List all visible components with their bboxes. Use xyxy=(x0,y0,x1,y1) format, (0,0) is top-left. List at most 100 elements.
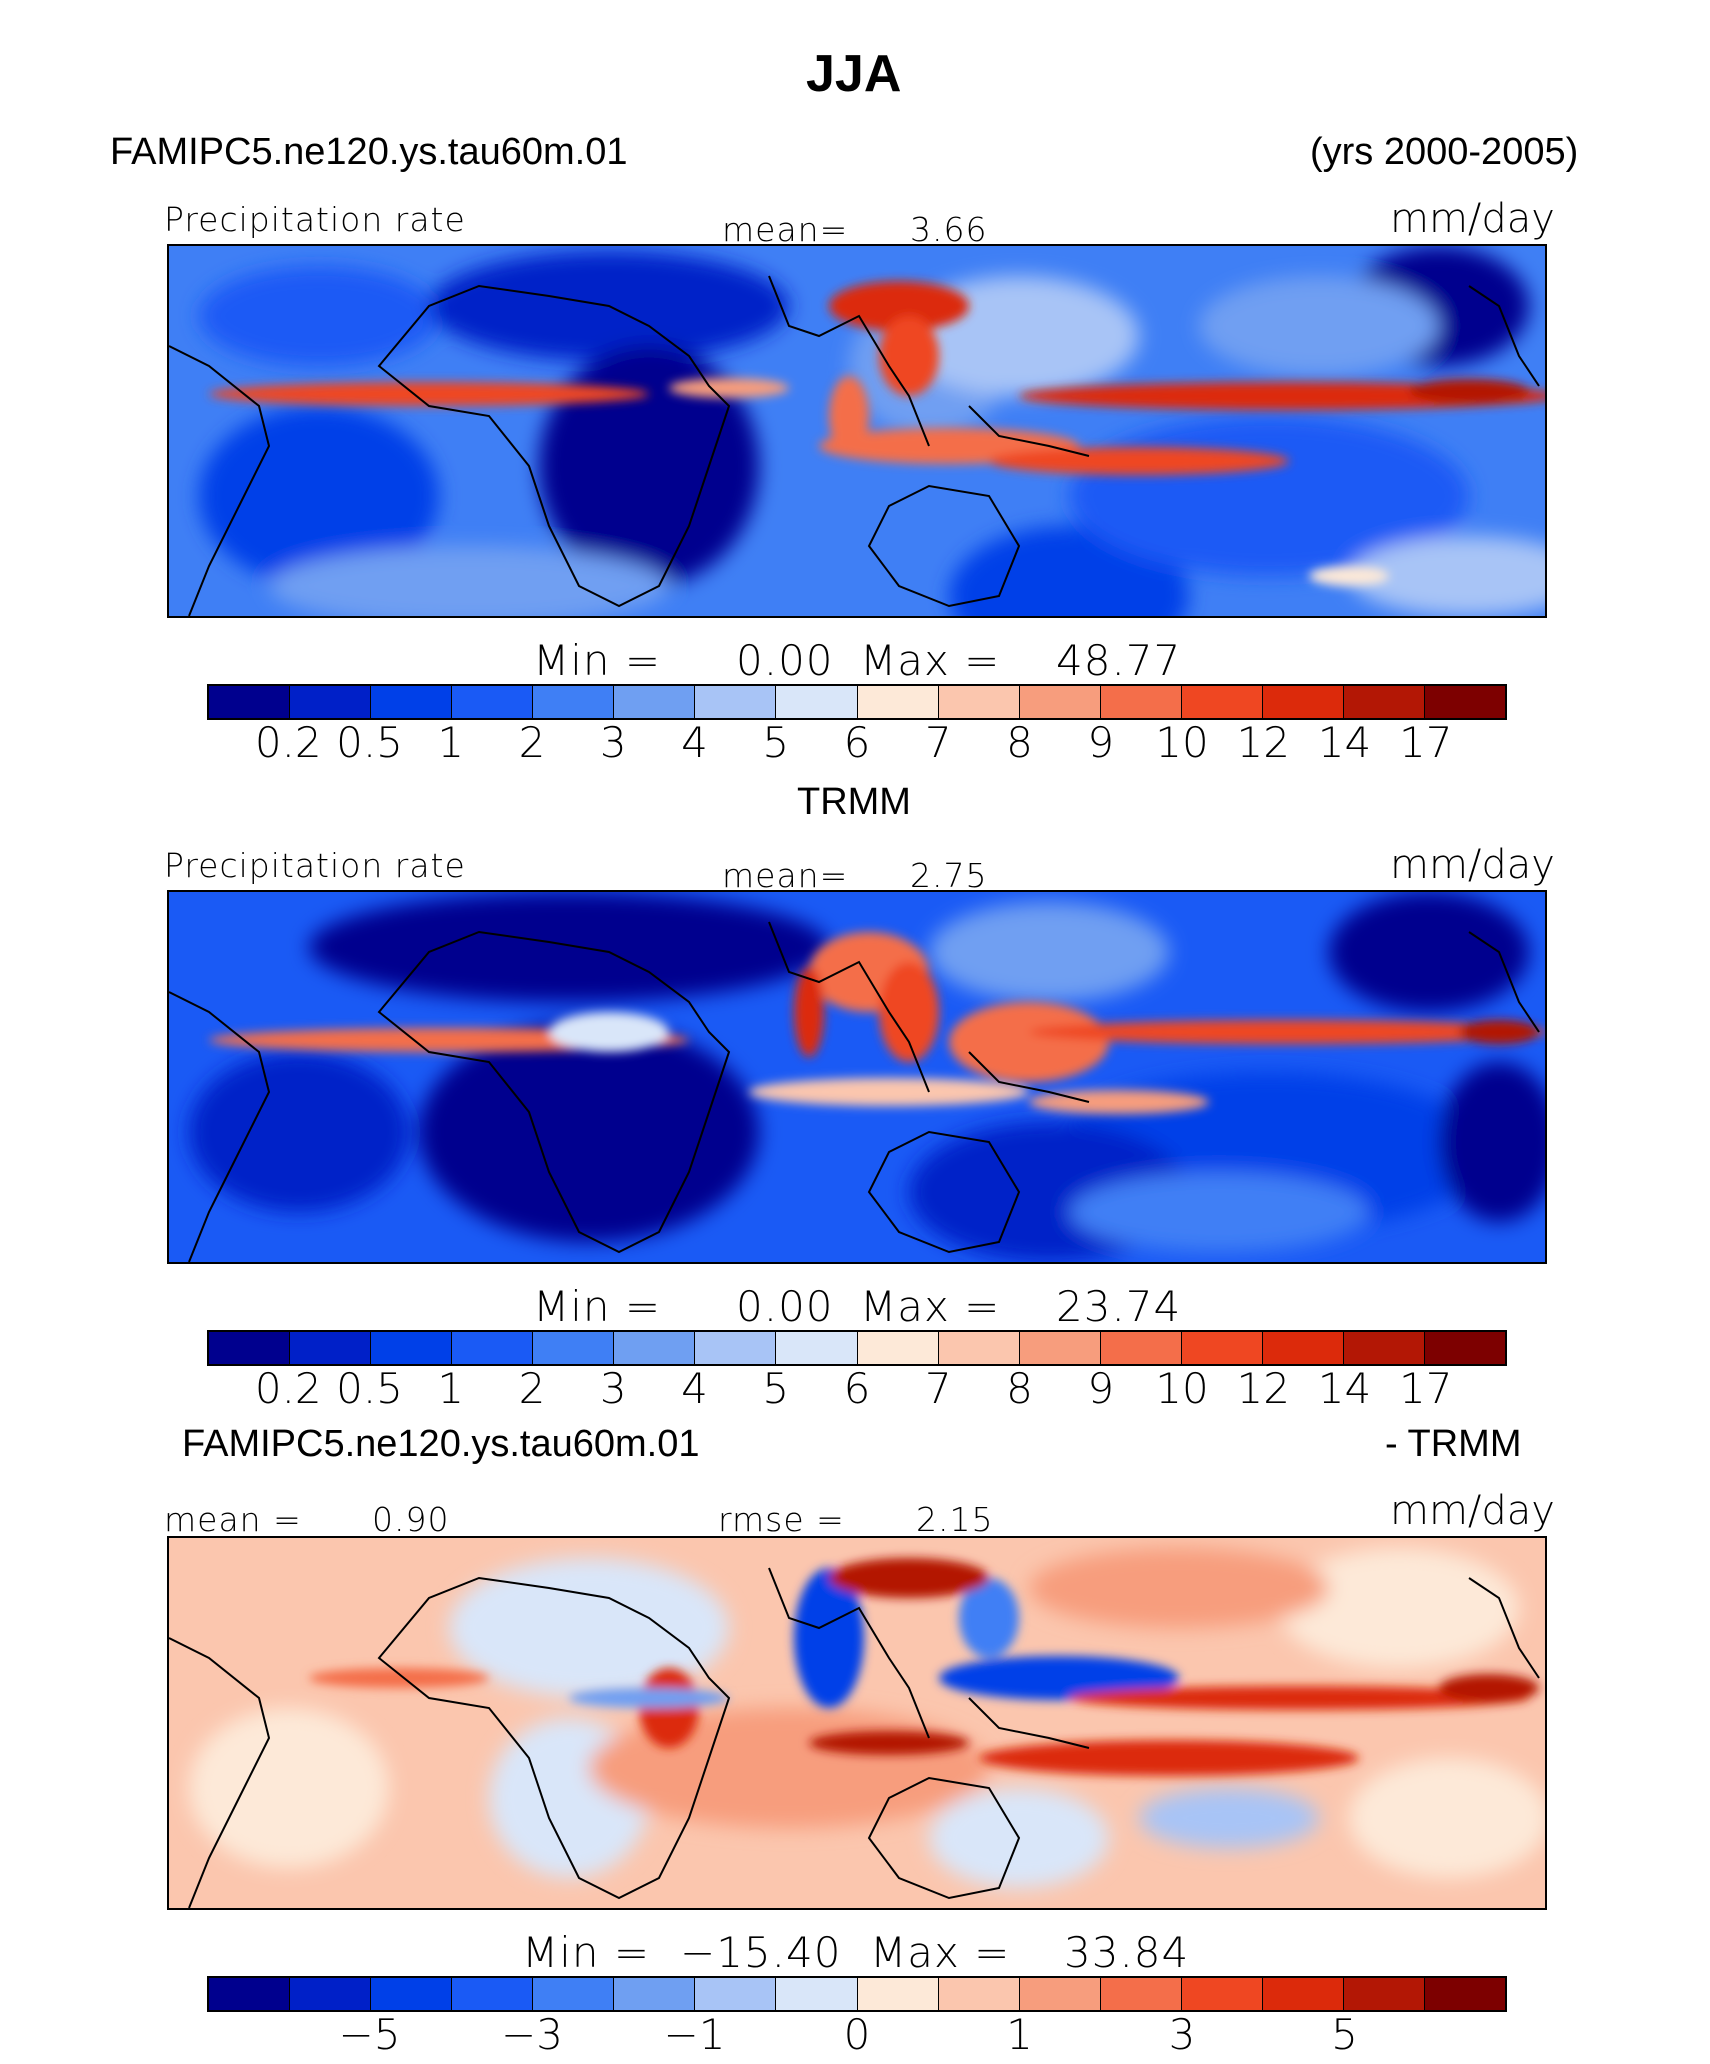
colorbar-swatch xyxy=(290,1978,372,2010)
colorbar-tick-label: 6 xyxy=(843,1364,871,1413)
panel1-min-value: 0.00 xyxy=(736,636,834,685)
panel2-title: TRMM xyxy=(797,781,911,823)
colorbar-swatch xyxy=(209,1332,291,1364)
panel1-mean-value: 3.66 xyxy=(910,210,988,249)
colorbar-swatch xyxy=(371,1978,453,2010)
colorbar-tick-label: 5 xyxy=(762,718,790,767)
panel3-title-right: - TRMM xyxy=(1385,1423,1522,1465)
colorbar-tick-label: 1 xyxy=(1006,2010,1033,2059)
case-name: FAMIPC5.ne120.ys.tau60m.01 xyxy=(110,131,628,173)
panel1-variable-label: Precipitation rate xyxy=(164,200,466,239)
colorbar-swatch xyxy=(209,1978,291,2010)
colorbar-swatch xyxy=(857,1978,939,2010)
panel1-colorbar xyxy=(207,684,1507,720)
colorbar-tick-label: 14 xyxy=(1317,718,1372,767)
colorbar-tick-label: 2 xyxy=(518,718,546,767)
colorbar-tick-label: 8 xyxy=(1006,1364,1033,1413)
panel3-max-value: 33.84 xyxy=(1064,1928,1190,1977)
colorbar-swatch xyxy=(290,686,372,718)
panel3-max-text: Max = xyxy=(870,1928,1011,1977)
panel1-colorbar-ticks: 0.2 0.5 1 2 3 4 5 6 7 8 9 10 12 14 17 xyxy=(207,722,1507,772)
colorbar-tick-label: 1 xyxy=(437,1364,465,1413)
colorbar-swatch xyxy=(533,1978,615,2010)
colorbar-tick-label: −1 xyxy=(663,2010,726,2059)
colorbar-swatch xyxy=(371,1332,453,1364)
colorbar-tick-label: 9 xyxy=(1087,718,1115,767)
colorbar-tick-label: 0.5 xyxy=(336,1364,403,1413)
colorbar-tick-label: 12 xyxy=(1236,718,1290,767)
colorbar-swatch xyxy=(1343,1332,1425,1364)
panel1-min-text: Min = xyxy=(533,636,662,685)
panel1-max-value: 48.77 xyxy=(1056,636,1182,685)
colorbar-swatch xyxy=(857,686,939,718)
colorbar-swatch xyxy=(1181,686,1263,718)
colorbar-tick-label: 12 xyxy=(1236,1364,1290,1413)
colorbar-swatch xyxy=(371,686,453,718)
panel2-min-value: 0.00 xyxy=(736,1282,834,1331)
colorbar-swatch xyxy=(533,1332,615,1364)
colorbar-tick-label: 17 xyxy=(1399,1364,1453,1413)
panel2-colorbar-ticks: 0.2 0.5 1 2 3 4 5 6 7 8 9 10 12 14 17 xyxy=(207,1368,1507,1418)
colorbar-tick-label: 17 xyxy=(1399,718,1453,767)
colorbar-swatch xyxy=(1424,1332,1505,1364)
panel2-max-text: Max = xyxy=(860,1282,1001,1331)
panel1-precip-map xyxy=(167,244,1547,618)
colorbar-swatch xyxy=(1100,686,1182,718)
colorbar-tick-label: 0.2 xyxy=(254,718,322,767)
colorbar-tick-label: 0 xyxy=(843,2010,871,2059)
colorbar-tick-label: 10 xyxy=(1155,1364,1209,1413)
panel3-min-text: Min = xyxy=(522,1928,651,1977)
panel3-units: mm/day xyxy=(1390,1488,1555,1534)
colorbar-swatch xyxy=(1262,686,1344,718)
panel2-units: mm/day xyxy=(1390,842,1555,888)
colorbar-tick-label: 2 xyxy=(518,1364,546,1413)
colorbar-swatch xyxy=(452,1332,534,1364)
years-range: (yrs 2000-2005) xyxy=(1310,131,1579,173)
colorbar-tick-label: 3 xyxy=(1168,2010,1196,2059)
colorbar-swatch xyxy=(1343,1978,1425,2010)
colorbar-swatch xyxy=(1262,1978,1344,2010)
colorbar-tick-label: 8 xyxy=(1006,718,1033,767)
panel2-mean-value: 2.75 xyxy=(910,856,988,895)
panel1-mean-label: mean= xyxy=(722,210,849,249)
panel3-difference-map xyxy=(167,1536,1547,1910)
colorbar-swatch xyxy=(1181,1332,1263,1364)
colorbar-swatch xyxy=(776,686,858,718)
colorbar-swatch xyxy=(1262,1332,1344,1364)
panel2-variable-label: Precipitation rate xyxy=(164,846,466,885)
panel2-mean-label: mean= xyxy=(722,856,849,895)
colorbar-tick-label: 1 xyxy=(437,718,465,767)
colorbar-swatch xyxy=(776,1332,858,1364)
panel3-rmse-label: rmse = xyxy=(718,1500,845,1539)
colorbar-tick-label: 6 xyxy=(843,718,871,767)
colorbar-swatch xyxy=(209,686,291,718)
colorbar-swatch xyxy=(1019,1978,1101,2010)
panel2-min-text: Min = xyxy=(533,1282,662,1331)
colorbar-tick-label: 3 xyxy=(599,1364,627,1413)
panel2-precip-map xyxy=(167,890,1547,1264)
colorbar-swatch xyxy=(452,686,534,718)
season-title: JJA xyxy=(806,45,902,103)
colorbar-tick-label: 7 xyxy=(924,1364,952,1413)
panel1-units: mm/day xyxy=(1390,196,1555,242)
panel1-max-text: Max = xyxy=(860,636,1001,685)
colorbar-swatch xyxy=(857,1332,939,1364)
panel2-map-image xyxy=(169,892,1545,1262)
colorbar-swatch xyxy=(695,686,777,718)
panel2-max-value: 23.74 xyxy=(1056,1282,1182,1331)
colorbar-swatch xyxy=(695,1332,777,1364)
colorbar-swatch xyxy=(1100,1978,1182,2010)
panel1-map-image xyxy=(169,246,1545,616)
colorbar-tick-label: 14 xyxy=(1317,1364,1372,1413)
panel3-title-left: FAMIPC5.ne120.ys.tau60m.01 xyxy=(182,1423,700,1465)
panel3-map-image xyxy=(169,1538,1545,1908)
colorbar-tick-label: 5 xyxy=(762,1364,790,1413)
colorbar-swatch xyxy=(1424,686,1505,718)
colorbar-swatch xyxy=(695,1978,777,2010)
colorbar-swatch xyxy=(938,686,1020,718)
panel3-rmse-value: 2.15 xyxy=(916,1500,994,1539)
colorbar-tick-label: −5 xyxy=(338,2010,401,2059)
colorbar-swatch xyxy=(938,1978,1020,2010)
colorbar-swatch xyxy=(1424,1978,1505,2010)
colorbar-swatch xyxy=(776,1978,858,2010)
